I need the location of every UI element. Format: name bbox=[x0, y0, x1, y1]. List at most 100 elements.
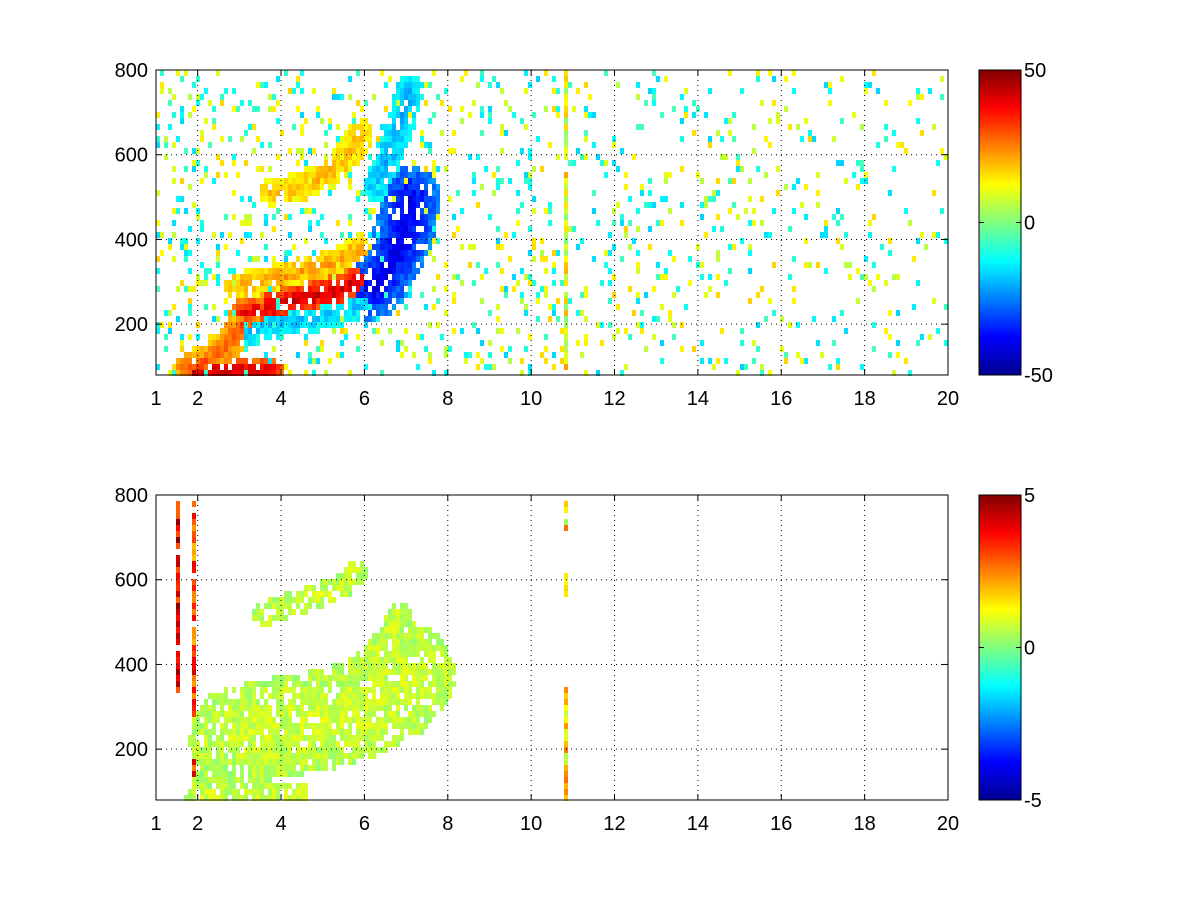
heatmap-cell bbox=[368, 196, 372, 202]
heatmap-cell bbox=[168, 244, 172, 250]
heatmap-cell bbox=[176, 513, 180, 519]
heatmap-cell bbox=[264, 310, 268, 316]
heatmap-cell bbox=[272, 771, 276, 777]
heatmap-cell bbox=[836, 208, 840, 214]
x-tick-label: 12 bbox=[603, 388, 625, 410]
top-heatmap-frame bbox=[155, 69, 949, 376]
heatmap-cell bbox=[404, 142, 408, 148]
heatmap-cell bbox=[372, 705, 376, 711]
heatmap-cell bbox=[292, 298, 296, 304]
heatmap-cell bbox=[696, 244, 700, 250]
heatmap-cell bbox=[556, 88, 560, 94]
heatmap-cell bbox=[212, 340, 216, 346]
heatmap-cell bbox=[316, 106, 320, 112]
heatmap-cell bbox=[660, 304, 664, 310]
heatmap-cell bbox=[480, 298, 484, 304]
heatmap-cell bbox=[552, 304, 556, 310]
heatmap-cell bbox=[572, 106, 576, 112]
heatmap-cell bbox=[376, 645, 380, 651]
heatmap-cell bbox=[364, 208, 368, 214]
heatmap-cell bbox=[768, 370, 772, 376]
heatmap-cell bbox=[332, 741, 336, 747]
heatmap-cell bbox=[304, 160, 308, 166]
heatmap-cell bbox=[416, 699, 420, 705]
heatmap-cell bbox=[516, 160, 520, 166]
heatmap-cell bbox=[268, 621, 272, 627]
heatmap-cell bbox=[212, 232, 216, 238]
heatmap-cell bbox=[168, 370, 172, 376]
heatmap-cell bbox=[336, 753, 340, 759]
heatmap-cell bbox=[260, 142, 264, 148]
heatmap-cell bbox=[240, 298, 244, 304]
heatmap-cell bbox=[404, 136, 408, 142]
heatmap-cell bbox=[356, 723, 360, 729]
heatmap-cell bbox=[400, 88, 404, 94]
heatmap-cell bbox=[248, 723, 252, 729]
heatmap-cell bbox=[392, 735, 396, 741]
heatmap-cell bbox=[264, 328, 268, 334]
heatmap-cell bbox=[444, 675, 448, 681]
heatmap-cell bbox=[344, 735, 348, 741]
heatmap-cell bbox=[320, 591, 324, 597]
heatmap-cell bbox=[272, 94, 276, 100]
heatmap-cell bbox=[300, 759, 304, 765]
heatmap-cell bbox=[468, 262, 472, 268]
heatmap-cell bbox=[400, 202, 404, 208]
heatmap-cell bbox=[528, 154, 532, 160]
heatmap-cell bbox=[296, 178, 300, 184]
heatmap-cell bbox=[408, 274, 412, 280]
heatmap-cell bbox=[308, 220, 312, 226]
heatmap-cell bbox=[176, 70, 180, 76]
heatmap-cell bbox=[228, 747, 232, 753]
heatmap-cell bbox=[384, 124, 388, 130]
heatmap-cell bbox=[340, 322, 344, 328]
heatmap-cell bbox=[156, 190, 160, 196]
heatmap-cell bbox=[660, 274, 664, 280]
heatmap-cell bbox=[220, 352, 224, 358]
heatmap-cell bbox=[884, 328, 888, 334]
heatmap-cell bbox=[396, 346, 400, 352]
heatmap-cell bbox=[856, 184, 860, 190]
heatmap-cell bbox=[288, 172, 292, 178]
heatmap-cell bbox=[204, 723, 208, 729]
heatmap-cell bbox=[192, 657, 196, 663]
heatmap-cell bbox=[364, 322, 368, 328]
heatmap-cell bbox=[384, 298, 388, 304]
heatmap-cell bbox=[248, 687, 252, 693]
heatmap-cell bbox=[428, 238, 432, 244]
heatmap-cell bbox=[388, 609, 392, 615]
heatmap-cell bbox=[300, 208, 304, 214]
heatmap-cell bbox=[312, 669, 316, 675]
heatmap-cell bbox=[528, 334, 532, 340]
heatmap-cell bbox=[436, 208, 440, 214]
heatmap-cell bbox=[396, 735, 400, 741]
x-tick-label: 2 bbox=[192, 388, 203, 410]
heatmap-cell bbox=[404, 609, 408, 615]
heatmap-cell bbox=[488, 118, 492, 124]
heatmap-cell bbox=[856, 268, 860, 274]
heatmap-cell bbox=[192, 525, 196, 531]
heatmap-cell bbox=[300, 178, 304, 184]
heatmap-cell bbox=[324, 681, 328, 687]
heatmap-cell bbox=[496, 316, 500, 322]
heatmap-cell bbox=[280, 130, 284, 136]
heatmap-cell bbox=[268, 603, 272, 609]
heatmap-cell bbox=[264, 723, 268, 729]
heatmap-cell bbox=[380, 172, 384, 178]
heatmap-cell bbox=[240, 771, 244, 777]
heatmap-cell bbox=[264, 352, 268, 358]
heatmap-cell bbox=[192, 579, 196, 585]
heatmap-cell bbox=[280, 765, 284, 771]
heatmap-cell bbox=[188, 352, 192, 358]
heatmap-cell bbox=[348, 693, 352, 699]
heatmap-cell bbox=[412, 100, 416, 106]
heatmap-cell bbox=[580, 310, 584, 316]
heatmap-cell bbox=[400, 340, 404, 346]
heatmap-cell bbox=[260, 82, 264, 88]
heatmap-cell bbox=[308, 753, 312, 759]
heatmap-cell bbox=[324, 298, 328, 304]
heatmap-cell bbox=[256, 711, 260, 717]
heatmap-cell bbox=[268, 705, 272, 711]
heatmap-cell bbox=[196, 280, 200, 286]
heatmap-cell bbox=[552, 364, 556, 370]
